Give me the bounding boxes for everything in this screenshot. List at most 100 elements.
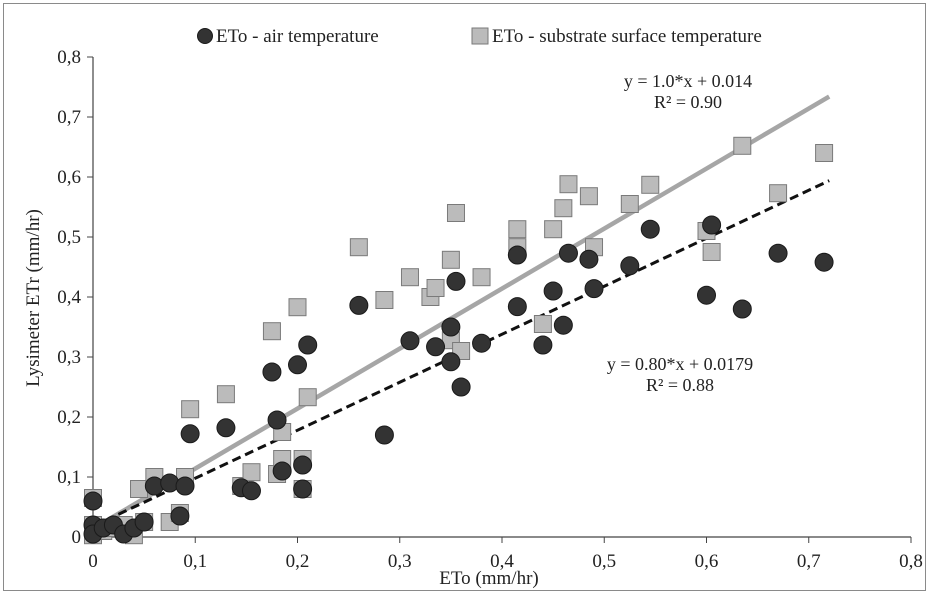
legend-marker-air [197, 28, 213, 44]
x-tick-label: 0,5 [592, 551, 616, 572]
x-tick-label: 0,8 [899, 551, 923, 572]
data-point-air [507, 245, 527, 265]
data-point-substrate [446, 204, 465, 222]
x-tick-label: 0,3 [388, 551, 412, 572]
data-point-air [160, 473, 180, 493]
data-point-air [349, 295, 369, 315]
trendlines [91, 94, 831, 531]
data-point-air [533, 335, 553, 355]
data-point-air [768, 243, 788, 263]
data-point-air [216, 418, 236, 438]
data-point-substrate [533, 315, 552, 333]
data-point-substrate [769, 184, 788, 203]
legend: ETo - air temperature ETo - substrate su… [197, 26, 762, 47]
data-point-substrate [242, 463, 261, 482]
trendline-equations: y = 1.0*x + 0.014 R² = 0.90 y = 0.80*x +… [607, 71, 753, 395]
data-point-air [814, 252, 834, 272]
data-point-air [543, 281, 563, 301]
data-point-air [426, 337, 446, 357]
data-point-air [241, 481, 261, 501]
data-point-substrate [544, 220, 563, 239]
data-point-air [732, 299, 752, 319]
data-point-substrate [508, 220, 527, 239]
data-point-air [170, 506, 190, 526]
data-point-substrate [472, 268, 491, 287]
data-point-air [507, 297, 527, 317]
x-tick-label: 0,2 [286, 551, 310, 572]
series-substrate-markers [84, 136, 834, 545]
data-point-air [293, 479, 313, 499]
data-point-substrate [130, 480, 149, 498]
x-tick-label: 0,6 [695, 551, 719, 572]
data-point-air [298, 335, 318, 355]
data-point-substrate [181, 400, 200, 419]
data-point-air [558, 243, 578, 263]
data-point-air [472, 333, 492, 353]
y-tick-label: 0,1 [57, 467, 81, 488]
chart-frame [3, 3, 926, 591]
data-point-air [83, 491, 103, 511]
y-axis-label: Lysimeter ETr (mm/hr) [23, 209, 44, 387]
data-point-air [446, 271, 466, 291]
data-point-air [697, 285, 716, 305]
equation-substrate: y = 1.0*x + 0.014 [624, 71, 752, 91]
data-point-air [288, 355, 307, 375]
legend-marker-substrate [471, 27, 489, 45]
x-tick-label: 0,4 [490, 551, 514, 572]
y-tick-label: 0,2 [57, 407, 81, 428]
data-point-air [441, 352, 461, 372]
data-point-substrate [298, 388, 317, 407]
data-point-substrate [554, 199, 573, 218]
data-point-air [144, 476, 164, 496]
data-point-air [620, 256, 640, 276]
legend-label-substrate: ETo - substrate surface temperature [492, 26, 762, 47]
data-point-substrate [702, 243, 721, 261]
x-axis-label: ETo (mm/hr) [439, 568, 538, 589]
data-point-substrate [641, 175, 660, 194]
data-point-air [272, 461, 292, 481]
data-point-air [702, 215, 722, 235]
data-point-substrate [262, 322, 281, 341]
data-point-air [293, 455, 313, 475]
y-tick-label: 0,4 [57, 287, 81, 308]
r2-air: R² = 0.88 [646, 375, 714, 395]
y-tick-label: 0,5 [57, 227, 81, 248]
data-point-substrate [375, 291, 394, 309]
data-point-air [262, 362, 282, 382]
data-point-substrate [349, 238, 368, 257]
data-point-substrate [216, 385, 235, 404]
x-tick-label: 0 [88, 551, 98, 572]
data-point-air [579, 249, 599, 269]
data-point-air [400, 331, 420, 351]
data-point-substrate [620, 195, 639, 213]
equation-air: y = 0.80*x + 0.0179 [607, 354, 753, 374]
data-point-substrate [733, 136, 752, 155]
data-point-air [134, 512, 154, 532]
data-point-substrate [815, 144, 834, 162]
data-point-air [441, 317, 461, 337]
data-point-substrate [441, 250, 460, 269]
legend-label-air: ETo - air temperature [216, 26, 379, 47]
data-point-air [374, 425, 394, 445]
y-tick-label: 0,6 [57, 167, 81, 188]
data-point-air [180, 424, 200, 444]
series-air-markers [83, 215, 834, 544]
data-point-air [451, 377, 471, 397]
x-tick-label: 0,1 [183, 551, 207, 572]
trendline-substrate [91, 94, 831, 531]
data-point-air [584, 279, 604, 299]
axes: 0 0,1 0,2 0,3 0,4 0,5 0,6 0,7 0,8 0 0,1 0,2 0,3 0,4 0,… [57, 47, 923, 572]
data-point-air [640, 219, 660, 239]
data-point-substrate [288, 298, 307, 317]
y-tick-label: 0,8 [57, 47, 81, 68]
data-point-substrate [579, 187, 598, 206]
y-tick-label: 0,3 [57, 347, 81, 368]
data-point-substrate [426, 279, 445, 297]
data-point-air [267, 410, 287, 430]
r2-substrate: R² = 0.90 [654, 92, 722, 112]
x-tick-label: 0,7 [797, 551, 821, 572]
y-tick-label: 0 [72, 527, 82, 548]
data-point-substrate [559, 175, 578, 194]
data-point-air [175, 476, 195, 496]
